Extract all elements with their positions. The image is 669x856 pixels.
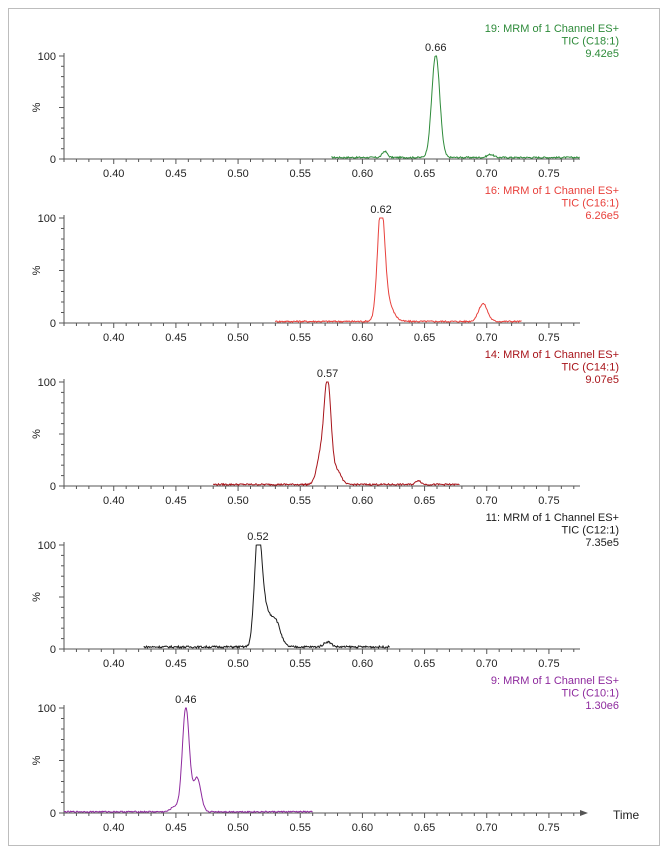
x-tick-label: 0.60 — [352, 658, 373, 670]
trace-header-line: TIC (C10:1) — [562, 688, 619, 700]
x-tick-label: 0.75 — [538, 822, 559, 834]
x-tick-label: 0.70 — [476, 332, 497, 344]
x-tick-label: 0.75 — [538, 495, 559, 507]
y-tick-label: 100 — [38, 377, 56, 389]
trace-header-line: TIC (C16:1) — [562, 198, 619, 210]
y-axis-label: % — [31, 265, 43, 275]
x-tick-label: 0.65 — [414, 168, 435, 180]
x-tick-label: 0.70 — [476, 822, 497, 834]
x-tick-label: 0.55 — [290, 658, 311, 670]
x-tick-label: 0.65 — [414, 495, 435, 507]
x-tick-label: 0.45 — [165, 332, 186, 344]
peak-apex-label: 0.46 — [175, 694, 196, 706]
y-tick-label: 100 — [38, 213, 56, 225]
x-tick-label: 0.50 — [227, 495, 248, 507]
trace-header-line: 7.35e5 — [585, 537, 619, 549]
x-tick-label: 0.60 — [352, 168, 373, 180]
x-tick-label: 0.65 — [414, 332, 435, 344]
x-tick-label: 0.70 — [476, 168, 497, 180]
x-tick-label: 0.55 — [290, 168, 311, 180]
trace-header-line: 6.26e5 — [585, 210, 619, 222]
chromatogram-panel-4: 100 0% 0.40 0.45 0.50 0.55 0.60 0.65 0.70 0.75 11:… — [31, 512, 619, 670]
x-tick-label: 0.60 — [352, 332, 373, 344]
y-tick-label: 100 — [38, 51, 56, 63]
x-tick-label: 0.40 — [103, 168, 124, 180]
trace-header-line: 16: MRM of 1 Channel ES+ — [485, 185, 619, 197]
y-tick-label: 0 — [50, 644, 56, 656]
trace-header-line: 1.30e6 — [585, 700, 619, 712]
peak-apex-label: 0.66 — [425, 42, 446, 54]
trace-header-line: 9.07e5 — [585, 374, 619, 386]
trace-header-line: TIC (C18:1) — [562, 36, 619, 48]
chromatogram-trace — [274, 217, 522, 324]
chromatogram-panel-1: 100 0% 0.40 0.45 0.50 0.55 0.60 0.65 0.70 0.75 19:… — [31, 23, 619, 180]
time-axis-label: Time — [613, 808, 640, 822]
x-tick-label: 0.40 — [103, 658, 124, 670]
peak-apex-label: 0.57 — [317, 368, 338, 380]
y-tick-label: 0 — [50, 318, 56, 330]
y-axis-label: % — [31, 102, 43, 112]
trace-header-line: 11: MRM of 1 Channel ES+ — [486, 512, 619, 524]
y-tick-label: 0 — [50, 808, 56, 820]
y-tick-label: 100 — [38, 703, 56, 715]
x-tick-label: 0.45 — [165, 168, 186, 180]
trace-header-line: 9: MRM of 1 Channel ES+ — [491, 675, 619, 687]
x-tick-label: 0.75 — [538, 332, 559, 344]
chromatogram-trace — [212, 381, 460, 487]
x-tick-label: 0.60 — [352, 495, 373, 507]
x-tick-label: 0.75 — [538, 168, 559, 180]
x-tick-label: 0.40 — [103, 495, 124, 507]
trace-header-line: 9.42e5 — [585, 48, 619, 60]
x-tick-label: 0.40 — [103, 332, 124, 344]
peak-apex-label: 0.62 — [370, 204, 391, 216]
y-tick-label: 0 — [50, 481, 56, 493]
x-tick-label: 0.70 — [476, 658, 497, 670]
trace-header-line: TIC (C12:1) — [562, 525, 619, 537]
x-tick-label: 0.65 — [414, 822, 435, 834]
x-tick-label: 0.55 — [290, 332, 311, 344]
chromatogram-panel-5: 100 0% 0.40 0.45 0.50 0.55 0.60 0.65 0.70 0.75 9: … — [31, 675, 619, 834]
x-tick-label: 0.40 — [103, 822, 124, 834]
chromatogram-panel-2: 100 0% 0.40 0.45 0.50 0.55 0.60 0.65 0.70 0.75 16:… — [31, 185, 619, 344]
chromatogram-panel-3: 100 0% 0.40 0.45 0.50 0.55 0.60 0.65 0.70 0.75 14:… — [31, 349, 619, 507]
peak-apex-label: 0.52 — [247, 531, 268, 543]
x-tick-label: 0.50 — [227, 822, 248, 834]
x-tick-label: 0.45 — [165, 495, 186, 507]
y-axis-label: % — [31, 592, 43, 602]
x-tick-label: 0.50 — [227, 332, 248, 344]
trace-header-line: 19: MRM of 1 Channel ES+ — [485, 23, 619, 35]
x-tick-label: 0.55 — [290, 822, 311, 834]
figure-frame — [8, 8, 660, 846]
y-tick-label: 100 — [38, 540, 56, 552]
x-tick-label: 0.55 — [290, 495, 311, 507]
trace-header-line: TIC (C14:1) — [562, 362, 619, 374]
y-tick-label: 0 — [50, 154, 56, 166]
chromatogram-trace — [331, 55, 580, 160]
x-tick-label: 0.50 — [227, 658, 248, 670]
x-tick-label: 0.45 — [165, 658, 186, 670]
y-axis-label: % — [31, 429, 43, 439]
x-tick-label: 0.50 — [227, 168, 248, 180]
trace-header-line: 14: MRM of 1 Channel ES+ — [485, 349, 619, 361]
x-tick-label: 0.65 — [414, 658, 435, 670]
x-tick-label: 0.60 — [352, 822, 373, 834]
chromatogram-trace — [143, 544, 390, 650]
x-tick-label: 0.70 — [476, 495, 497, 507]
chromatogram-trace — [63, 707, 313, 814]
x-tick-label: 0.45 — [165, 822, 186, 834]
time-axis-arrow — [580, 810, 588, 816]
y-axis-label: % — [31, 755, 43, 765]
x-tick-label: 0.75 — [538, 658, 559, 670]
